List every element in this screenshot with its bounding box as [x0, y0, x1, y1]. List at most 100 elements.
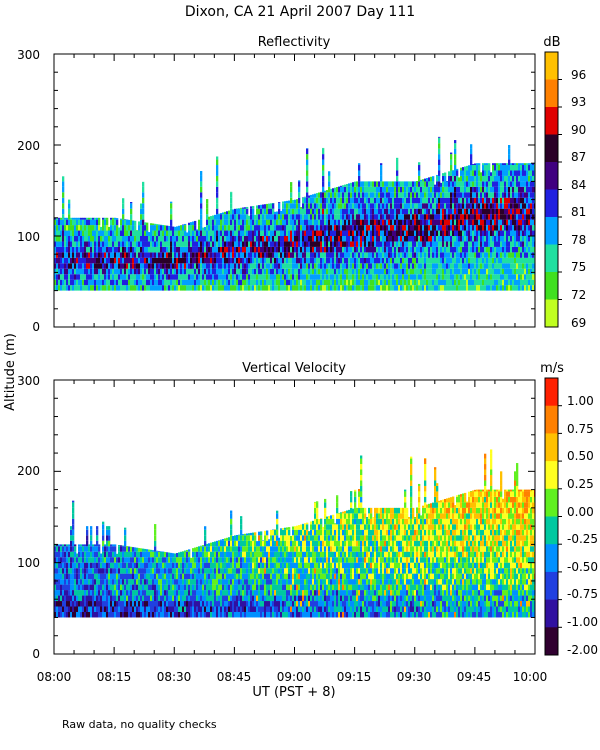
heatmap-cell: [380, 197, 383, 204]
heatmap-cell: [428, 268, 431, 275]
heatmap-cell: [454, 263, 457, 269]
heatmap-cell: [226, 252, 229, 258]
heatmap-cell: [412, 192, 415, 198]
heatmap-cell: [250, 285, 253, 291]
heatmap-cell: [210, 285, 213, 291]
heatmap-cell: [430, 279, 433, 286]
heatmap-cell: [56, 252, 59, 258]
heatmap-cell: [112, 568, 115, 574]
heatmap-cell: [84, 579, 87, 585]
heatmap-cell: [442, 173, 445, 176]
heatmap-cell: [172, 285, 175, 291]
heatmap-cell: [388, 219, 391, 226]
heatmap-cell: [512, 241, 515, 247]
heatmap-cell: [158, 230, 161, 236]
heatmap-cell: [422, 230, 425, 236]
heatmap-cell: [70, 225, 73, 231]
heatmap-cell: [238, 257, 241, 264]
heatmap-cell: [384, 186, 387, 193]
heatmap-cell: [346, 268, 349, 275]
heatmap-cell: [186, 285, 189, 291]
heatmap-cell: [456, 257, 459, 264]
heatmap-cell: [64, 252, 67, 258]
heatmap-cell: [80, 241, 83, 247]
heatmap-cell: [360, 230, 363, 236]
heatmap-cell: [516, 241, 519, 247]
heatmap-cell: [288, 268, 291, 275]
heatmap-cell: [528, 279, 531, 286]
heatmap-cell: [218, 236, 221, 242]
heatmap-cell: [366, 252, 369, 258]
heatmap-cell: [68, 601, 71, 607]
heatmap-cell: [436, 257, 439, 264]
heatmap-cell: [218, 268, 221, 275]
heatmap-cell: [56, 241, 59, 247]
heatmap-cell: [454, 219, 457, 226]
heatmap-cell: [266, 203, 269, 209]
heatmap-cell: [54, 590, 57, 596]
heatmap-cell: [316, 246, 319, 253]
heatmap-cell: [138, 230, 141, 236]
heatmap-cell: [276, 274, 279, 280]
heatmap-cell: [464, 268, 467, 275]
heatmap-cell: [488, 165, 491, 171]
heatmap-cell: [418, 241, 421, 247]
heatmap-cell: [472, 274, 475, 280]
heatmap-cell: [530, 170, 533, 176]
heatmap-cell: [186, 232, 189, 236]
heatmap-cell: [248, 263, 251, 269]
heatmap-cell: [372, 285, 375, 291]
heatmap-cell: [74, 279, 77, 286]
heatmap-cell: [508, 252, 511, 258]
heatmap-cell: [470, 225, 473, 231]
heatmap-cell: [294, 279, 297, 286]
heatmap-cell: [318, 203, 321, 209]
heatmap-cell: [198, 252, 201, 258]
heatmap-cell: [476, 279, 479, 286]
heatmap-cell: [294, 285, 297, 291]
heatmap-cell: [222, 279, 225, 286]
heatmap-cell: [298, 285, 301, 291]
heatmap-cell: [510, 274, 513, 280]
heatmap-cell: [510, 268, 513, 275]
heatmap-cell: [504, 170, 507, 176]
heatmap-cell: [460, 175, 463, 182]
heatmap-cell: [232, 263, 235, 269]
heatmap-cell: [490, 197, 493, 204]
heatmap-cell: [276, 285, 279, 291]
heatmap-cell: [452, 241, 455, 247]
heatmap-cell: [308, 208, 311, 215]
heatmap-cell: [470, 219, 473, 226]
heatmap-cell: [370, 197, 373, 204]
heatmap-cell: [76, 584, 79, 591]
heatmap-cell: [168, 246, 171, 253]
heatmap-cell: [372, 197, 375, 204]
heatmap-cell: [400, 252, 403, 258]
heatmap-cell: [106, 246, 109, 253]
heatmap-cell: [362, 274, 365, 280]
heatmap-cell: [304, 197, 307, 204]
heatmap-cell: [128, 241, 131, 247]
heatmap-cell: [420, 197, 423, 204]
heatmap-cell: [130, 208, 133, 215]
heatmap-cell: [502, 263, 505, 269]
heatmap-cell: [128, 263, 131, 269]
heatmap-cell: [158, 241, 161, 247]
heatmap-cell: [492, 192, 495, 198]
heatmap-cell: [302, 268, 305, 275]
heatmap-cell: [502, 246, 505, 253]
heatmap-cell: [104, 246, 107, 253]
heatmap-cell: [104, 568, 107, 574]
heatmap-cell: [78, 285, 81, 291]
heatmap-cell: [122, 606, 125, 612]
heatmap-cell: [352, 208, 355, 215]
heatmap-cell: [102, 274, 105, 280]
heatmap-cell: [340, 219, 343, 226]
heatmap-cell: [236, 230, 239, 236]
heatmap-cell: [114, 279, 117, 286]
heatmap-cell: [150, 252, 153, 258]
heatmap-cell: [92, 263, 95, 269]
heatmap-cell: [184, 223, 187, 226]
heatmap-cell: [286, 268, 289, 275]
heatmap-cell: [394, 192, 397, 198]
